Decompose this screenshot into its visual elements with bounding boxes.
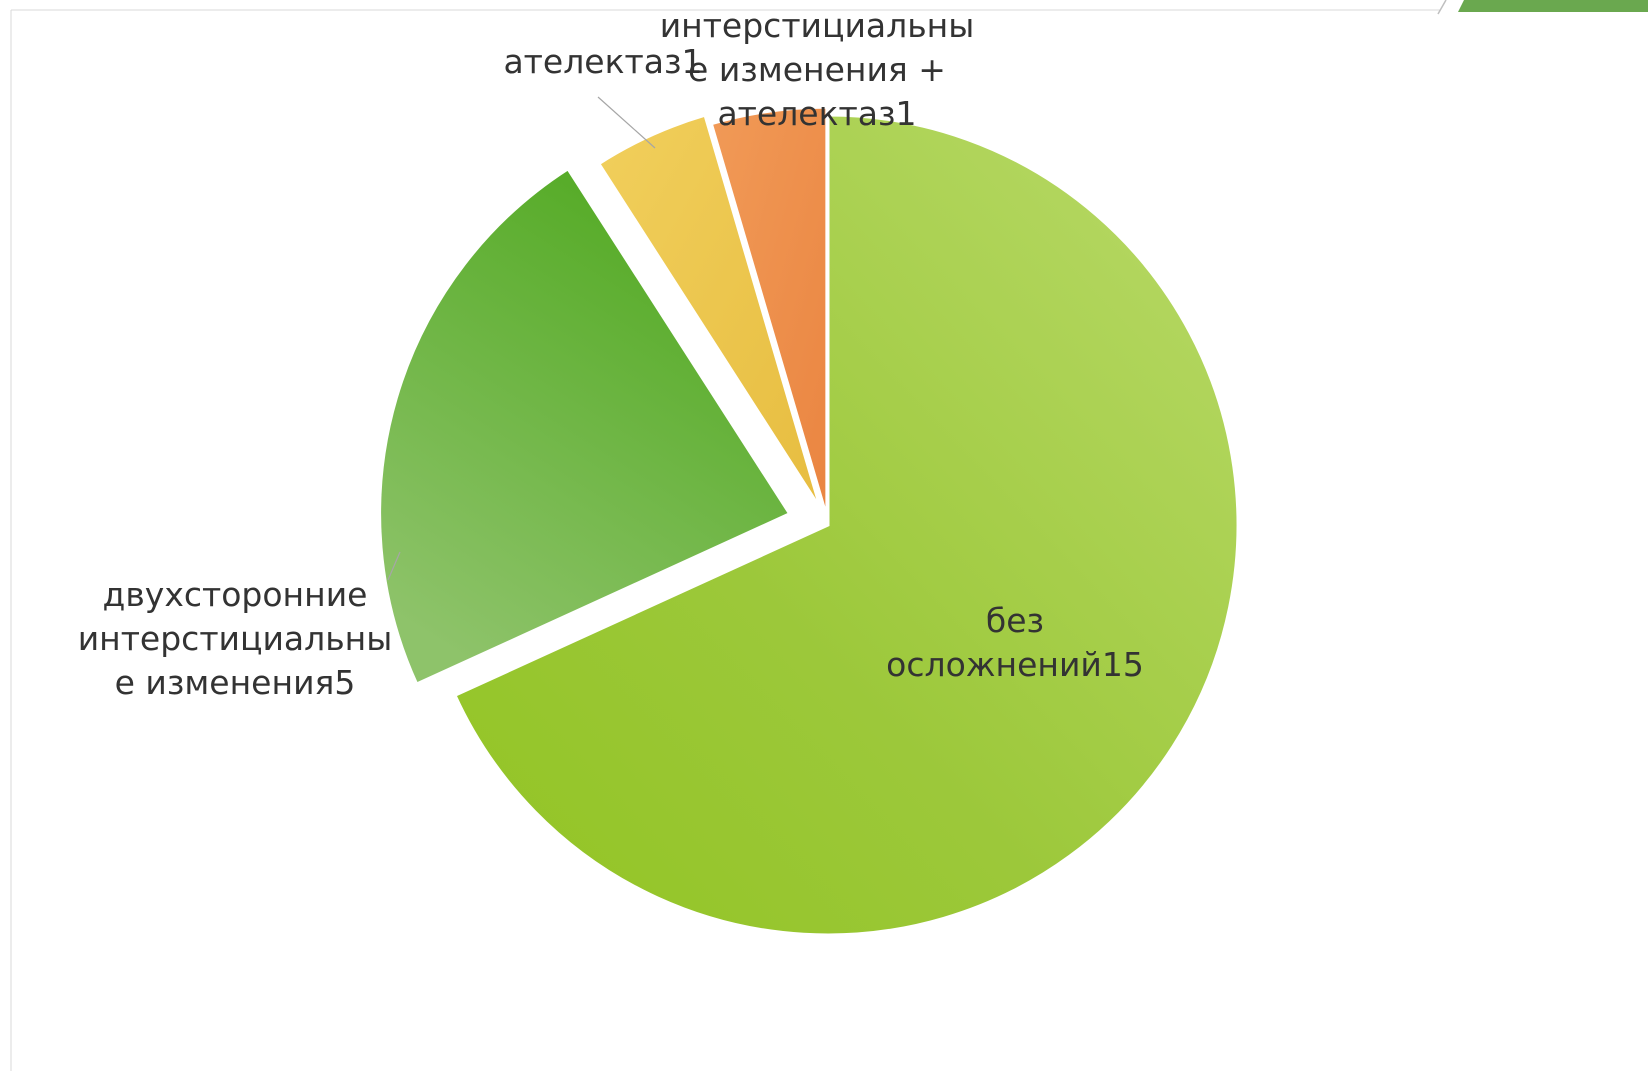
slice-label-4: интерстициальны е изменения + ателектаз1 [660, 6, 975, 133]
pie-slice-2 [378, 166, 792, 687]
pie-slice-4 [709, 105, 829, 518]
corner-accent [1437, 0, 1648, 15]
data-labels: без осложнений15 двухсторонние интерстициал… [78, 6, 1144, 702]
slice-label-3: ателектаз1 [503, 42, 702, 81]
pie-slice-1 [453, 113, 1240, 937]
leader-line-3 [597, 96, 656, 149]
pie-slices [378, 105, 1240, 937]
slide-frame [10, 9, 1440, 1071]
leader-line-2 [387, 551, 401, 581]
slice-label-1: без осложнений15 [886, 601, 1144, 684]
slice-label-2: двухсторонние интерстициальны е изменения5 [78, 575, 393, 702]
pie-slice-3 [596, 113, 822, 510]
label-leader-lines [387, 96, 656, 581]
